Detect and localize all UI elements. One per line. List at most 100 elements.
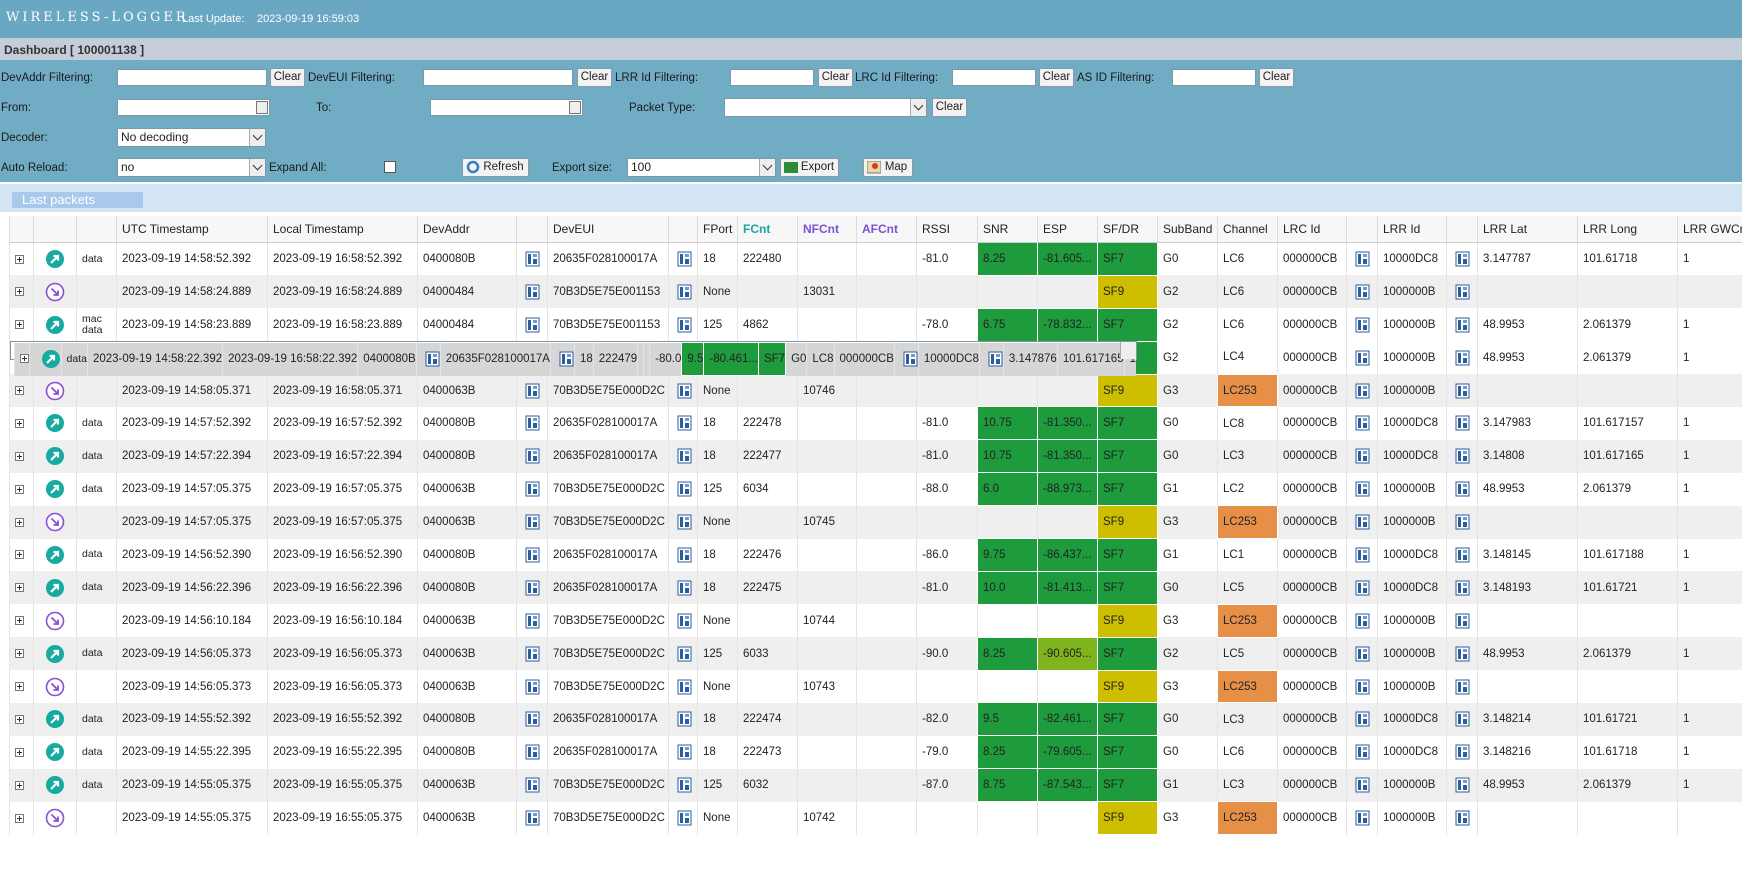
packet-row[interactable]: 2023-09-19 14:56:05.3732023-09-19 16:56:… [10,670,1742,703]
packet-table-wrap: UTC TimestampLocal TimestampDevAddrDevEU… [9,216,1742,835]
cell: 2023-09-19 16:56:10.184 [268,604,418,637]
as-input[interactable] [1172,69,1256,86]
cell: 2023-09-19 16:57:05.375 [268,473,418,506]
expand-cell [10,769,34,802]
packet-row[interactable]: data2023-09-19 14:55:52.3922023-09-19 16… [10,703,1742,736]
cell [857,473,917,506]
cell: G0 [1158,736,1218,769]
devaddr-input[interactable] [117,69,267,86]
packet-row[interactable]: data2023-09-19 14:55:22.3952023-09-19 16… [10,736,1742,769]
cell: 10744 [798,604,857,637]
cell: 1 [1678,308,1742,341]
cell: 10000DC8 [1378,736,1447,769]
label: Packet Type: [629,102,695,114]
clear-button[interactable]: Clear [577,68,612,87]
clear-button[interactable]: Clear [270,68,305,87]
expand-icon [15,320,24,329]
lrc-input[interactable] [952,69,1036,86]
cell [738,374,798,407]
cell: 0400080B [418,407,517,440]
packet-row[interactable]: data2023-09-19 14:58:22.3922023-09-19 16… [10,341,1138,360]
clear-button[interactable]: Clear [932,98,967,117]
label: From: [1,102,31,114]
cell: 6.75 [978,308,1038,341]
export-button[interactable]: Export [780,158,839,177]
cell: 1 [1678,539,1742,572]
cell [738,275,798,308]
expand-cell [10,637,34,670]
cell: 2023-09-19 14:56:10.184 [117,604,268,637]
device-icon-cell [1447,440,1478,473]
cell: 2023-09-19 16:56:22.396 [268,571,418,604]
cell: G1 [1158,539,1218,572]
expand-icon [15,485,24,494]
to-input[interactable] [430,99,583,116]
packet-row[interactable]: mac data2023-09-19 14:58:23.8892023-09-1… [10,308,1742,341]
expand-icon [15,550,24,559]
cell [798,440,857,473]
expand-checkbox[interactable] [384,161,396,173]
cell: 000000CB [1278,670,1347,703]
clear-button[interactable]: Clear [1039,68,1074,87]
packet-row[interactable]: data2023-09-19 14:56:52.3902023-09-19 16… [10,539,1742,572]
device-icon [1455,415,1470,431]
cell: 0400080B [418,571,517,604]
cell [1678,506,1742,539]
cell: 70B3D5E75E000D2C [548,802,669,835]
cell: 2023-09-19 16:58:22.392 [223,343,358,376]
cell [798,736,857,769]
packet-row[interactable]: data2023-09-19 14:55:05.3752023-09-19 16… [10,769,1742,802]
device-icon [1355,613,1370,629]
device-icon-cell [1447,275,1478,308]
cell: -82.0 [917,703,978,736]
cell: 20635F028100017A [548,440,669,473]
device-icon-cell [1347,308,1378,341]
packet-row[interactable]: 2023-09-19 14:55:05.3752023-09-19 16:55:… [10,802,1742,835]
device-icon-cell [669,670,698,703]
device-icon-cell [517,374,548,407]
deveui-input[interactable] [423,69,573,86]
label: DevAddr Filtering: [1,72,93,84]
cell [798,539,857,572]
device-icon [1455,547,1470,563]
device-icon-cell [1347,473,1378,506]
packet-row[interactable]: data2023-09-19 14:56:05.3732023-09-19 16… [10,637,1742,670]
cell [1478,604,1578,637]
clear-button[interactable]: Clear [1259,68,1294,87]
cell: 1 [1678,341,1742,374]
cell: 1 [1678,703,1742,736]
cell: 70B3D5E75E000D2C [548,769,669,802]
packet-row[interactable]: data2023-09-19 14:57:22.3942023-09-19 16… [10,440,1742,473]
expand-icon [20,354,29,363]
device-icon [1355,383,1370,399]
clear-button[interactable]: Clear [818,68,853,87]
auto-reload-select[interactable]: no [117,158,266,177]
device-icon-cell [517,440,548,473]
cell: G3 [1158,506,1218,539]
packet-row[interactable]: data2023-09-19 14:58:52.3922023-09-19 16… [10,243,1742,276]
cell: G1 [1158,769,1218,802]
packet-type-select[interactable] [724,98,927,117]
cell [857,637,917,670]
cell: LC8 [1218,407,1278,440]
packet-row[interactable]: data2023-09-19 14:57:52.3922023-09-19 16… [10,407,1742,440]
cell [77,374,117,407]
decoder-select[interactable]: No decoding [117,128,266,147]
refresh-button[interactable]: Refresh [462,158,529,177]
lrr-input[interactable] [730,69,814,86]
map-button[interactable]: Map [863,158,913,177]
cell: 1000000B [1378,604,1447,637]
cell: 0400080B [418,243,517,276]
packet-row[interactable]: 2023-09-19 14:56:10.1842023-09-19 16:56:… [10,604,1742,637]
cell: 101.61721 [1578,703,1678,736]
cell: data [77,769,117,802]
packet-row[interactable]: 2023-09-19 14:57:05.3752023-09-19 16:57:… [10,506,1742,539]
export-size-select[interactable]: 100 [627,158,776,177]
packet-row[interactable]: 2023-09-19 14:58:24.8892023-09-19 16:58:… [10,275,1742,308]
cell: 70B3D5E75E001153 [548,308,669,341]
from-input[interactable] [117,99,270,116]
filters: DevAddr Filtering: Clear DevEUI Filterin… [0,60,1742,182]
packet-row[interactable]: data2023-09-19 14:57:05.3752023-09-19 16… [10,473,1742,506]
packet-row[interactable]: data2023-09-19 14:56:22.3962023-09-19 16… [10,571,1742,604]
packet-row[interactable]: 2023-09-19 14:58:05.3712023-09-19 16:58:… [10,374,1742,407]
